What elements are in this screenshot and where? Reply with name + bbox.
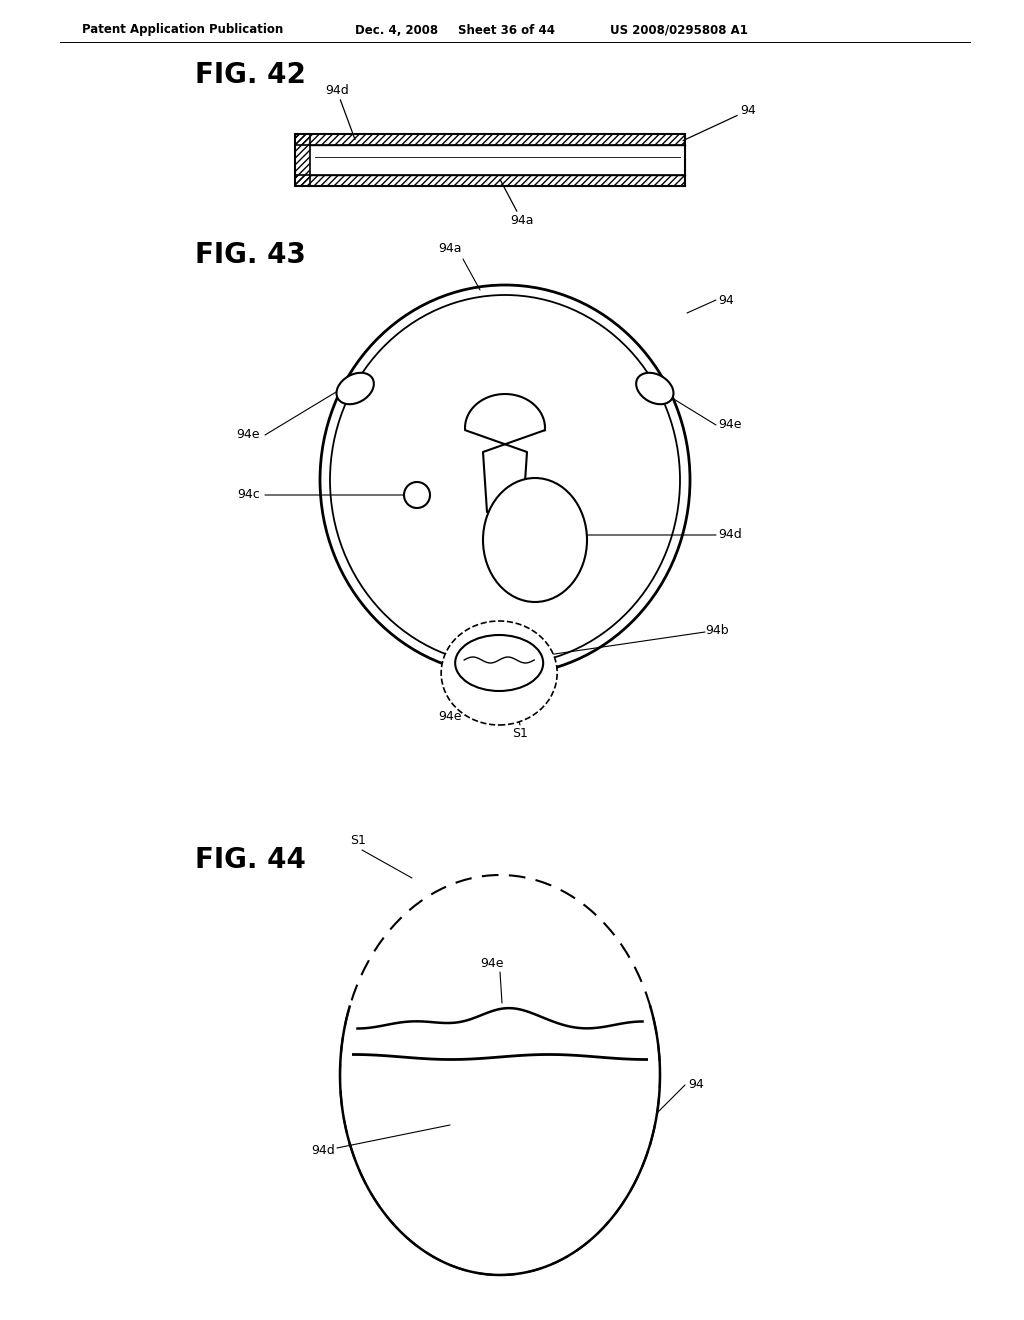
Ellipse shape: [319, 285, 690, 675]
Ellipse shape: [483, 478, 587, 602]
Ellipse shape: [456, 635, 543, 690]
Text: FIG. 44: FIG. 44: [195, 846, 306, 874]
Text: 94e: 94e: [237, 429, 260, 441]
Text: 94d: 94d: [325, 84, 355, 140]
Text: 94d: 94d: [718, 528, 741, 541]
Bar: [295, 135, 685, 145]
Text: 94: 94: [688, 1078, 703, 1092]
Text: 94: 94: [683, 104, 756, 141]
Text: Sheet 36 of 44: Sheet 36 of 44: [458, 24, 555, 37]
Text: US 2008/0295808 A1: US 2008/0295808 A1: [610, 24, 748, 37]
Ellipse shape: [636, 372, 674, 404]
Ellipse shape: [330, 294, 680, 665]
Text: 94d: 94d: [311, 1143, 335, 1156]
Circle shape: [404, 482, 430, 508]
Text: Patent Application Publication: Patent Application Publication: [82, 24, 284, 37]
Text: 94a: 94a: [500, 180, 534, 227]
Text: S1: S1: [350, 834, 366, 847]
Bar: [295, 135, 685, 145]
Ellipse shape: [340, 875, 660, 1275]
Bar: [295, 135, 685, 186]
Bar: [295, 176, 685, 186]
Text: Dec. 4, 2008: Dec. 4, 2008: [355, 24, 438, 37]
Text: 94c: 94c: [238, 488, 260, 502]
Text: 94e: 94e: [438, 710, 462, 723]
Text: 94e: 94e: [718, 418, 741, 432]
Text: FIG. 43: FIG. 43: [195, 242, 306, 269]
Text: FIG. 42: FIG. 42: [195, 61, 306, 88]
Bar: [295, 135, 685, 186]
Polygon shape: [465, 395, 545, 512]
Bar: [295, 135, 310, 186]
Text: S1: S1: [512, 727, 528, 741]
Text: 94e: 94e: [480, 957, 504, 970]
Ellipse shape: [337, 372, 374, 404]
Text: 94a: 94a: [438, 242, 462, 255]
Text: 94b: 94b: [705, 623, 729, 636]
Ellipse shape: [441, 620, 557, 725]
Bar: [295, 135, 310, 186]
Text: 94: 94: [718, 293, 734, 306]
Bar: [295, 176, 685, 186]
